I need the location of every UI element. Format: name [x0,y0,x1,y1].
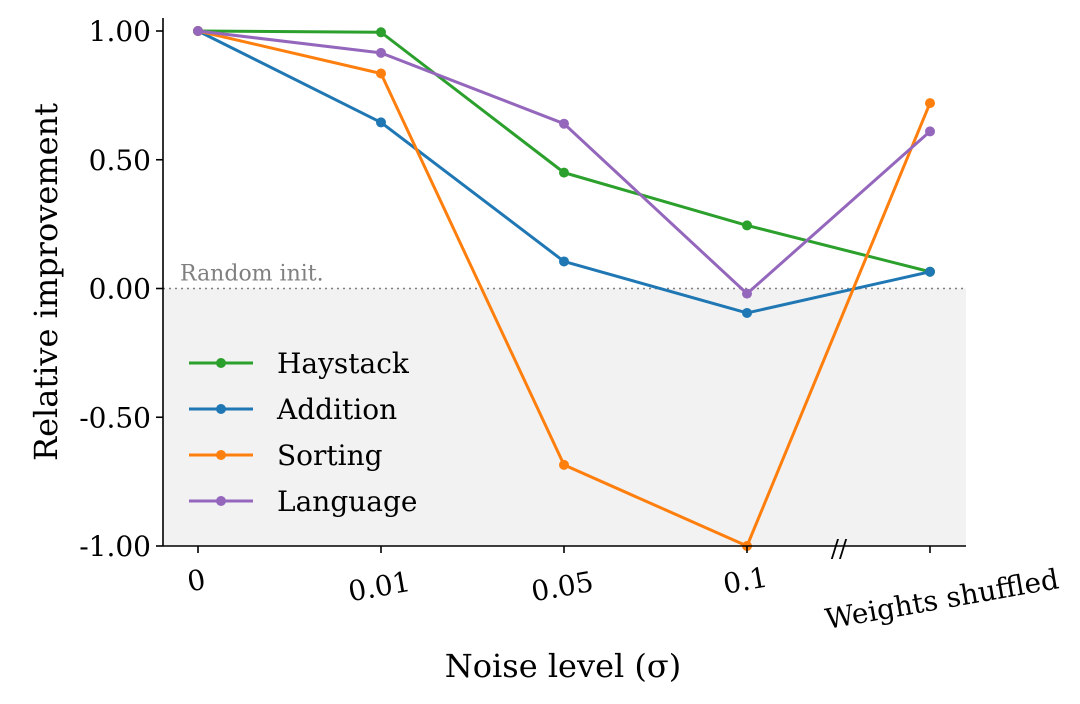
point-language-2 [559,118,569,129]
legend: Haystack Addition Sorting Language [189,347,417,518]
x-tick-label: Weights shuffled [823,562,1061,636]
y-tick-label: -0.50 [79,401,151,434]
y-tick-label: 1.00 [89,15,151,48]
axis-break-marker: // [831,535,848,563]
x-axis-label: Noise level (σ) [445,647,681,685]
y-axis-label: Relative improvement [27,103,65,461]
x-tick-label: 0.01 [346,565,413,608]
point-sorting-4 [925,98,935,109]
point-language-1 [376,47,386,58]
point-haystack-2 [559,167,569,178]
series-line-language [197,29,931,296]
legend-label-sorting: Sorting [277,439,383,472]
legend-marker-sorting [216,450,226,460]
point-addition-1 [376,117,386,128]
y-tick-label: -1.00 [79,530,151,563]
point-language-3 [742,288,752,299]
legend-marker-language [216,496,226,506]
point-addition-2 [559,256,569,267]
baseline-annotation: Random init. [180,262,324,287]
x-tick-label: 0.05 [529,565,596,608]
legend-label-addition: Addition [276,393,397,426]
series-line-haystack [197,29,931,274]
legend-marker-addition [216,404,226,414]
point-addition-3 [742,307,752,318]
point-haystack-3 [742,220,752,231]
x-tick-label: 0 [185,563,208,599]
point-language-4 [925,126,935,137]
legend-label-language: Language [277,485,417,518]
point-language-0 [193,26,203,36]
point-sorting-2 [559,459,569,470]
point-haystack-1 [376,27,386,38]
below-baseline-shading [163,288,966,546]
series-layer [193,26,935,551]
y-tick-label: 0.00 [89,273,151,306]
legend-label-haystack: Haystack [277,347,410,380]
legend-marker-haystack [216,358,226,368]
point-sorting-1 [376,68,386,79]
x-tick-label: 0.1 [721,561,771,601]
point-addition-4 [925,266,935,277]
y-tick-label: 0.50 [89,144,151,177]
